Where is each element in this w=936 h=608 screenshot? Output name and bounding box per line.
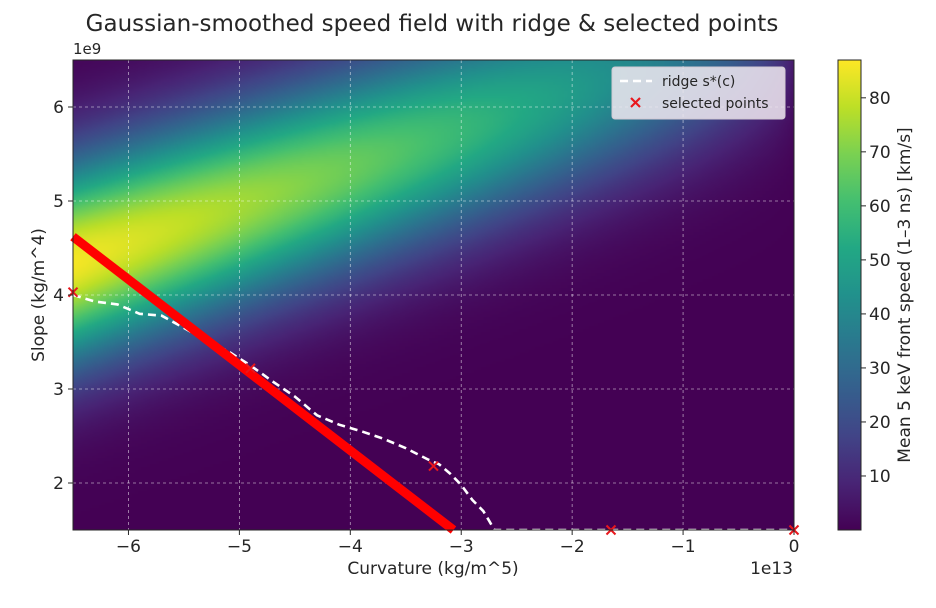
y-axis-ticks: 2 3 4 5 6	[53, 98, 73, 494]
x-axis-multiplier: 1e13	[750, 559, 793, 579]
colorbar-tick-label: 50	[869, 251, 891, 271]
x-tick-label: −4	[338, 537, 363, 557]
x-axis-label: Curvature (kg/m^5)	[347, 559, 518, 579]
selected-point	[428, 460, 439, 472]
x-tick-label: 0	[789, 537, 800, 557]
colorbar-ticks: 10 20 30 40 50 60 70 80	[861, 89, 891, 487]
colorbar-tick-label: 20	[869, 413, 891, 433]
legend-points-swatch	[630, 97, 641, 108]
colorbar-label: Mean 5 keV front speed (1–3 ns) [km/s]	[895, 127, 915, 462]
x-tick-label: −3	[449, 537, 474, 557]
x-tick-label: −5	[227, 537, 252, 557]
x-tick-label: −1	[671, 537, 696, 557]
x-tick-label: −6	[116, 537, 141, 557]
legend-points-label: selected points	[662, 96, 769, 112]
legend: ridge s*(c) selected points	[611, 66, 786, 120]
colorbar-tick-label: 80	[869, 89, 891, 109]
chart-title: Gaussian-smoothed speed field with ridge…	[86, 11, 779, 37]
y-axis-multiplier: 1e9	[73, 40, 101, 58]
legend-box	[611, 66, 786, 120]
y-tick-label: 4	[53, 286, 64, 306]
colorbar-tick-label: 60	[869, 197, 891, 217]
selected-point	[245, 363, 256, 374]
colorbar-tick-label: 40	[869, 305, 891, 325]
legend-ridge-label: ridge s*(c)	[662, 74, 735, 90]
colorbar	[837, 59, 862, 531]
y-tick-label: 6	[53, 98, 64, 118]
y-axis-label: Slope (kg/m^4)	[29, 228, 49, 362]
y-tick-label: 3	[53, 380, 64, 400]
colorbar-tick-label: 10	[869, 467, 891, 487]
colorbar-tick-label: 70	[869, 143, 891, 163]
fit-line	[70, 233, 457, 534]
x-tick-label: −2	[560, 537, 585, 557]
colorbar-tick-label: 30	[869, 359, 891, 379]
y-tick-label: 2	[53, 474, 64, 494]
y-tick-label: 5	[53, 192, 64, 212]
grid-lines	[73, 60, 795, 530]
x-axis-ticks: −6 −5 −4 −3 −2 −1 0	[116, 530, 799, 557]
